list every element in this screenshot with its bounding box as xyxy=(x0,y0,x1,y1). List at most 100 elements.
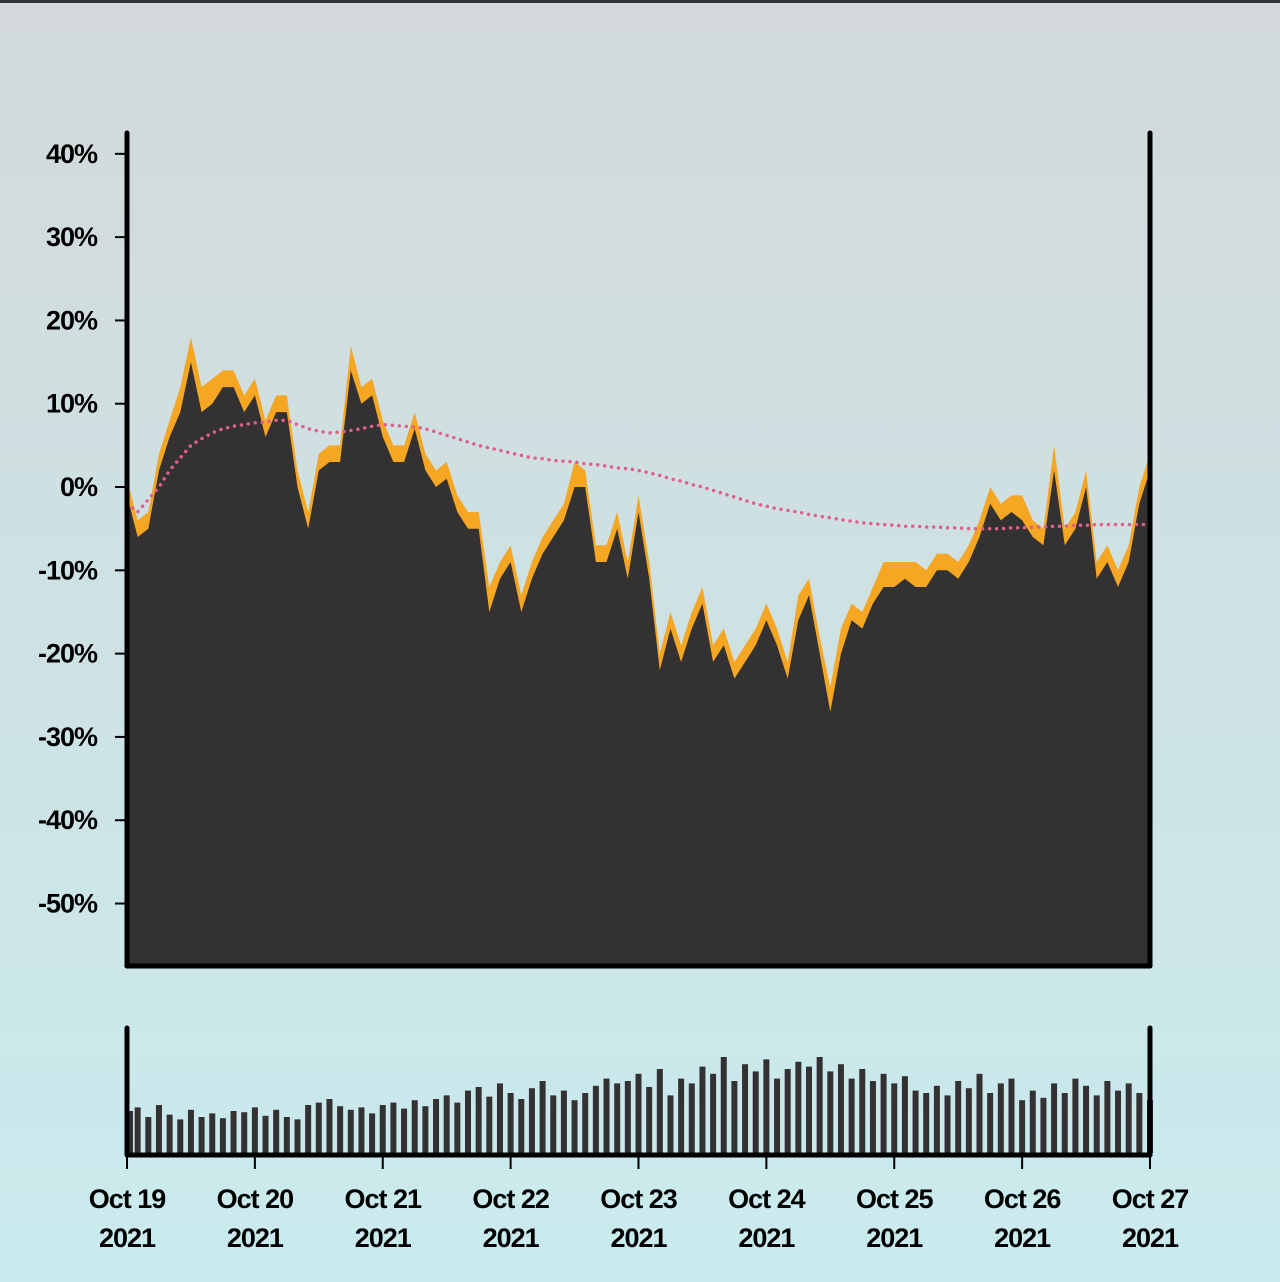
volume-bar xyxy=(774,1078,781,1153)
volume-bar xyxy=(1072,1078,1079,1153)
volume-bar xyxy=(571,1100,578,1153)
volume-bar xyxy=(1008,1078,1015,1153)
volume-bar xyxy=(273,1109,280,1153)
volume-bar xyxy=(731,1081,738,1153)
volume-bar xyxy=(127,1111,133,1153)
volume-bar xyxy=(656,1069,663,1153)
volume-bar xyxy=(401,1108,408,1153)
volume-bar xyxy=(528,1088,535,1153)
volume-bar xyxy=(486,1096,493,1153)
volume-bar xyxy=(891,1083,898,1153)
volume-bar xyxy=(369,1113,376,1153)
x-tick-label: Oct 27 2021 xyxy=(1112,1184,1189,1253)
volume-bar xyxy=(1019,1100,1026,1153)
low-area xyxy=(127,362,1150,967)
volume-bar xyxy=(923,1093,930,1153)
volume-panel xyxy=(127,1057,1153,1153)
volume-bar xyxy=(1051,1083,1058,1153)
volume-bar xyxy=(795,1061,802,1153)
volume-bar xyxy=(944,1095,951,1153)
volume-bar xyxy=(688,1083,695,1153)
volume-bar xyxy=(1093,1095,1100,1153)
volume-bar xyxy=(710,1073,717,1153)
y-tick-label: 20% xyxy=(46,305,98,335)
volume-bar xyxy=(837,1064,844,1153)
volume-bar xyxy=(507,1093,514,1153)
volume-bar xyxy=(859,1069,866,1153)
volume-bar xyxy=(816,1057,823,1153)
volume-bar xyxy=(560,1090,567,1153)
volume-bar xyxy=(987,1093,994,1153)
volume-bar xyxy=(635,1073,642,1153)
price-panel: -50% -40% -30% -20% -10% 0% 10% 20% 30% 40% xyxy=(38,139,1152,967)
volume-bar xyxy=(848,1078,855,1153)
volume-bar xyxy=(976,1073,983,1153)
volume-bar xyxy=(720,1057,727,1153)
volume-bar xyxy=(539,1081,546,1153)
y-tick-label: -50% xyxy=(38,889,98,919)
volume-bar xyxy=(646,1087,653,1153)
volume-bar xyxy=(1061,1093,1068,1153)
volume-bar xyxy=(166,1114,173,1153)
volume-bar xyxy=(465,1090,471,1153)
volume-bar xyxy=(219,1118,226,1153)
volume-bar xyxy=(422,1106,429,1153)
x-tick-label: Oct 20 2021 xyxy=(217,1184,294,1253)
volume-bar xyxy=(582,1093,589,1153)
y-tick-label: -10% xyxy=(38,555,98,585)
volume-bar xyxy=(827,1071,834,1153)
volume-bar xyxy=(784,1069,791,1153)
volume-bar xyxy=(678,1078,685,1153)
volume-bar xyxy=(443,1095,450,1153)
volume-bar xyxy=(603,1078,610,1153)
volume-bar xyxy=(592,1085,599,1153)
volume-bar xyxy=(177,1119,184,1153)
volume-bar xyxy=(347,1109,354,1153)
volume-bar xyxy=(187,1109,194,1153)
volume-bar xyxy=(475,1087,482,1153)
volume-bar xyxy=(262,1115,269,1153)
volume-bar xyxy=(763,1059,770,1153)
x-tick-label: Oct 21 2021 xyxy=(344,1184,422,1253)
volume-bar xyxy=(358,1107,365,1153)
volume-bar xyxy=(997,1083,1004,1153)
y-tick-label: -20% xyxy=(38,639,98,669)
volume-bar xyxy=(433,1099,440,1153)
volume-bar xyxy=(667,1095,674,1153)
volume-bar xyxy=(198,1117,205,1153)
volume-bar xyxy=(294,1119,301,1153)
x-tick-label: Oct 25 2021 xyxy=(856,1184,934,1253)
x-tick-label: Oct 19 2021 xyxy=(89,1184,167,1253)
volume-bar xyxy=(880,1073,887,1153)
volume-bar xyxy=(965,1088,972,1153)
y-tick-label: 40% xyxy=(46,139,98,169)
volume-bar xyxy=(699,1066,706,1153)
volume-bar xyxy=(379,1105,386,1153)
y-tick-label: 0% xyxy=(60,472,98,502)
y-tick-label: 10% xyxy=(46,389,98,419)
volume-bar xyxy=(1104,1081,1111,1153)
volume-bar xyxy=(806,1066,812,1153)
volume-bar xyxy=(1040,1097,1047,1153)
volume-bar xyxy=(241,1112,248,1153)
volume-bar xyxy=(955,1081,962,1153)
volume-bar xyxy=(518,1099,525,1153)
volume-bar xyxy=(315,1102,322,1153)
volume-bar xyxy=(912,1090,919,1153)
volume-bar xyxy=(134,1107,141,1153)
volume-bar xyxy=(145,1117,152,1153)
volume-bar xyxy=(155,1105,162,1153)
volume-bar xyxy=(305,1105,312,1153)
volume-bar xyxy=(390,1102,397,1153)
y-tick-label: 30% xyxy=(46,222,98,252)
volume-bar xyxy=(454,1102,461,1153)
volume-bar xyxy=(1083,1085,1090,1153)
volume-bar xyxy=(1029,1090,1036,1153)
x-tick-label: Oct 23 2021 xyxy=(600,1184,678,1253)
x-tick-label: Oct 26 2021 xyxy=(984,1184,1062,1253)
volume-bar xyxy=(411,1100,418,1153)
y-tick-label: -30% xyxy=(38,722,98,752)
volume-bar xyxy=(933,1085,940,1153)
volume-bar xyxy=(752,1071,759,1153)
